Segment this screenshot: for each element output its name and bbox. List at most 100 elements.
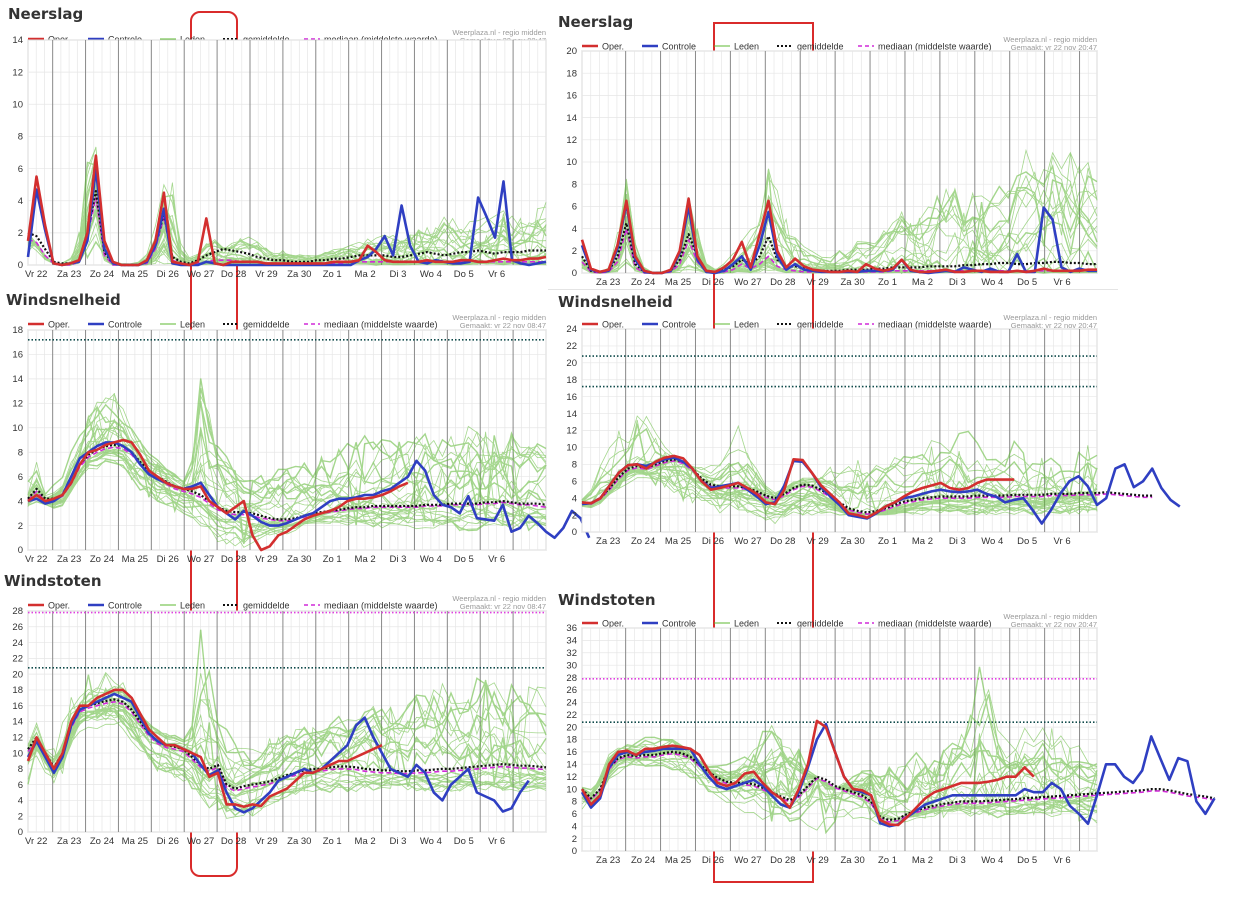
y-tick-label: 8 xyxy=(18,132,23,143)
series-oper xyxy=(26,688,383,808)
member-line xyxy=(27,679,547,797)
series-gemiddelde xyxy=(27,443,547,521)
member-line xyxy=(27,393,547,506)
legend-label-mediaan: mediaan (middelste waarde) xyxy=(324,320,438,330)
y-tick-label: 10 xyxy=(12,748,23,759)
chart-credit: Weerplaza.nl - regio midden xyxy=(1003,313,1097,322)
x-tick-label: Zo 1 xyxy=(323,269,342,280)
x-tick-label: Wo 27 xyxy=(187,269,214,280)
x-tick-label: Do 5 xyxy=(1017,855,1037,866)
grid xyxy=(581,328,1098,533)
y-tick-label: 4 xyxy=(572,493,577,504)
ensemble-members xyxy=(27,629,547,819)
x-tick-label: Vr 6 xyxy=(1054,855,1071,866)
series-gemiddelde xyxy=(27,698,547,790)
member-line xyxy=(27,392,547,507)
member-line xyxy=(581,466,1098,516)
member-line xyxy=(27,668,547,787)
chart-title: Windsnelheid xyxy=(6,291,121,309)
y-tick-label: 30 xyxy=(566,660,577,671)
y-tick-label: 2 xyxy=(18,811,23,822)
y-tick-label: 20 xyxy=(566,722,577,733)
x-tick-label: Ma 2 xyxy=(355,554,376,565)
member-line xyxy=(27,698,547,785)
y-tick-label: 4 xyxy=(18,196,23,207)
y-tick-label: 18 xyxy=(566,735,577,746)
x-tick-label: Ma 2 xyxy=(912,536,933,547)
chart-credit: Gemaakt: vr 22 nov 20:47 xyxy=(1011,620,1097,629)
x-tick-label: Vr 6 xyxy=(488,554,505,565)
x-tick-label: Ma 25 xyxy=(122,836,148,847)
series-controle xyxy=(26,692,530,814)
y-tick-label: 4 xyxy=(18,796,23,807)
y-tick-label: 10 xyxy=(12,423,23,434)
legend-label-oper: Oper. xyxy=(48,320,70,330)
x-tick-label: Wo 4 xyxy=(420,836,442,847)
legend-label-controle: Controle xyxy=(108,601,142,611)
x-tick-label: Vr 29 xyxy=(255,554,277,565)
x-tick-label: Vr 22 xyxy=(25,836,47,847)
member-line xyxy=(27,699,547,816)
member-line xyxy=(27,435,547,504)
x-tick-label: Za 23 xyxy=(596,536,620,547)
x-tick-label: Do 28 xyxy=(770,855,795,866)
y-tick-label: 8 xyxy=(18,764,23,775)
member-line xyxy=(581,759,1098,831)
legend-label-controle: Controle xyxy=(662,619,696,629)
y-tick-label: 6 xyxy=(18,472,23,483)
y-tick-label: 14 xyxy=(566,759,577,770)
y-tick-label: 8 xyxy=(572,179,577,190)
x-tick-label: Za 30 xyxy=(840,536,864,547)
panel-separator xyxy=(548,289,1118,290)
x-tick-label: Di 3 xyxy=(949,855,966,866)
y-tick-label: 24 xyxy=(566,698,577,709)
x-tick-label: Ma 2 xyxy=(355,836,376,847)
y-tick-label: 16 xyxy=(12,350,23,361)
x-tick-label: Vr 22 xyxy=(25,269,47,280)
x-tick-label: Vr 22 xyxy=(25,554,47,565)
chart-legend: Oper. Controle Leden gemiddelde mediaan (mid… xyxy=(582,42,992,52)
x-tick-label: Do 28 xyxy=(221,836,246,847)
x-tick-label: Di 26 xyxy=(157,836,179,847)
x-tick-label: Vr 29 xyxy=(806,536,828,547)
chart-credit: Gemaakt: vr 22 nov 08:47 xyxy=(460,321,546,330)
legend-label-oper: Oper. xyxy=(602,42,624,52)
x-tick-label: Vr 6 xyxy=(488,836,505,847)
legend-label-leden: Leden xyxy=(734,42,759,52)
y-tick-label: 12 xyxy=(12,732,23,743)
x-tick-label: Di 3 xyxy=(949,536,966,547)
x-tick-label: Ma 2 xyxy=(912,855,933,866)
x-tick-label: Do 5 xyxy=(454,554,474,565)
plot-area xyxy=(27,39,547,266)
x-tick-label: Di 26 xyxy=(702,536,724,547)
y-tick-label: 14 xyxy=(12,35,23,46)
series-mediaan xyxy=(581,460,1153,515)
y-tick-label: 16 xyxy=(12,701,23,712)
x-tick-label: Vr 29 xyxy=(255,836,277,847)
x-tick-label: Za 23 xyxy=(57,554,81,565)
legend-label-controle: Controle xyxy=(662,42,696,52)
y-tick-label: 6 xyxy=(572,809,577,820)
x-tick-label: Za 30 xyxy=(287,836,311,847)
chart-credit: Gemaakt: vr 22 nov 20:47 xyxy=(1011,321,1097,330)
chart-credit: Weerplaza.nl - regio midden xyxy=(1003,35,1097,44)
y-tick-label: 14 xyxy=(566,409,577,420)
y-tick-label: 12 xyxy=(12,67,23,78)
member-line xyxy=(27,431,547,528)
y-tick-label: 24 xyxy=(566,324,577,335)
x-tick-label: Za 23 xyxy=(596,277,620,288)
x-tick-label: Vr 6 xyxy=(1054,536,1071,547)
y-tick-label: 2 xyxy=(572,510,577,521)
x-tick-label: Za 30 xyxy=(840,855,864,866)
member-line xyxy=(27,425,547,547)
y-tick-label: 2 xyxy=(572,246,577,257)
y-tick-label: 16 xyxy=(566,747,577,758)
x-tick-label: Di 26 xyxy=(157,269,179,280)
legend-label-leden: Leden xyxy=(734,619,759,629)
y-tick-label: 20 xyxy=(12,669,23,680)
x-tick-label: Za 23 xyxy=(596,855,620,866)
y-tick-label: 26 xyxy=(566,685,577,696)
